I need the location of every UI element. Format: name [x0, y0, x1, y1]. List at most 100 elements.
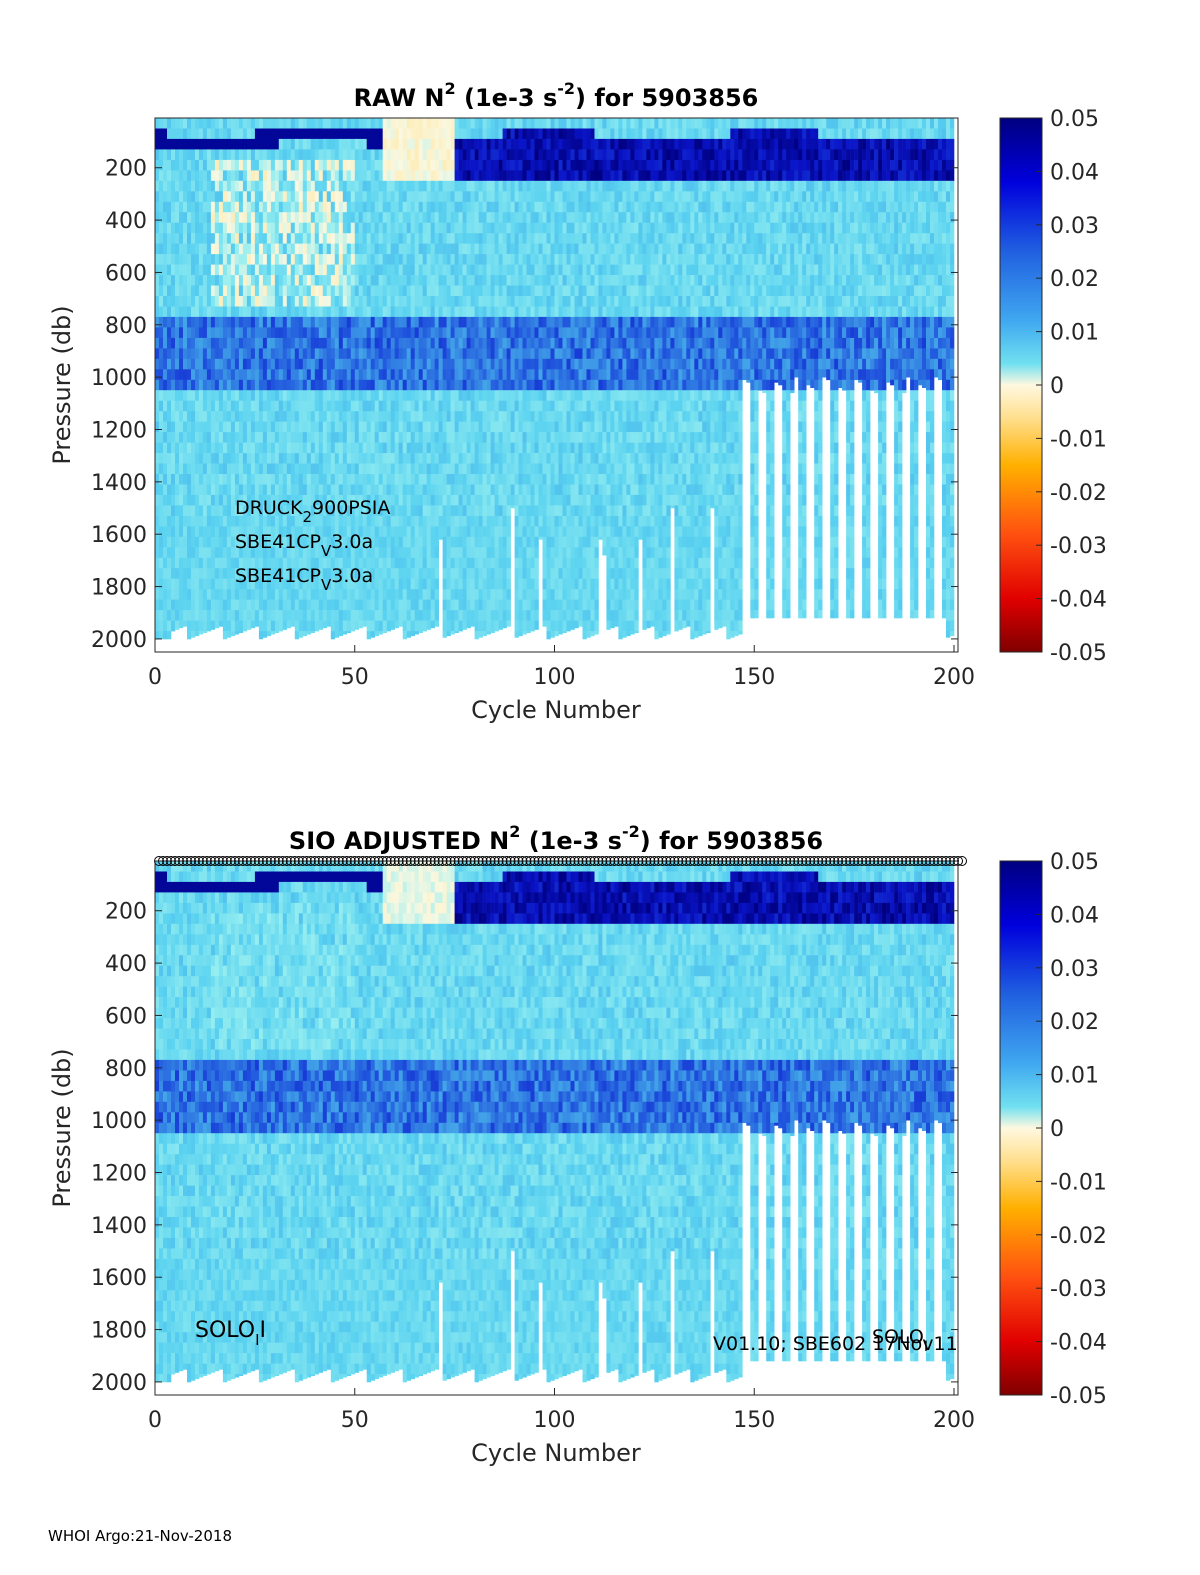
heatmap-cell	[394, 432, 399, 443]
heatmap-cell	[334, 484, 340, 496]
heatmap-cell	[550, 159, 555, 171]
heatmap-cell	[306, 599, 312, 611]
heatmap-cell	[434, 453, 439, 464]
heatmap-cell	[270, 421, 276, 433]
heatmap-cell	[163, 379, 168, 391]
heatmap-cell	[346, 170, 352, 182]
heatmap-cell	[486, 568, 491, 579]
heatmap-cell	[234, 118, 240, 129]
heatmap-cell	[306, 536, 312, 548]
heatmap-cell	[442, 578, 447, 590]
heatmap-cell	[538, 484, 543, 496]
heatmap-cell	[246, 138, 252, 150]
heatmap-cell	[514, 337, 519, 349]
heatmap-cell	[191, 484, 196, 496]
heatmap-cell	[382, 201, 387, 213]
heatmap-cell	[398, 128, 403, 140]
heatmap-cell	[502, 599, 507, 611]
heatmap-cell	[179, 233, 184, 244]
heatmap-cell	[318, 589, 324, 600]
heatmap-cell	[250, 285, 256, 297]
heatmap-cell	[458, 212, 463, 223]
heatmap-cell	[374, 306, 379, 318]
heatmap-cell	[374, 390, 379, 401]
heatmap-cell	[258, 589, 264, 600]
heatmap-cell	[514, 568, 519, 579]
heatmap-cell	[514, 515, 519, 527]
heatmap-cell	[526, 463, 531, 475]
heatmap-cell	[410, 275, 415, 286]
heatmap-cell	[183, 515, 188, 527]
heatmap-cell	[171, 233, 176, 244]
heatmap-cell	[218, 421, 224, 433]
heatmap-cell	[306, 620, 312, 632]
heatmap-cell	[155, 201, 160, 213]
heatmap-cell	[294, 494, 300, 506]
heatmap-cell	[214, 526, 220, 538]
heatmap-cell	[406, 557, 411, 569]
heatmap-cell	[494, 484, 499, 496]
heatmap-cell	[191, 212, 196, 223]
heatmap-cell	[542, 306, 547, 318]
heatmap-cell	[386, 254, 391, 265]
heatmap-cell	[302, 191, 308, 203]
heatmap-cell	[446, 285, 451, 297]
heatmap-cell	[179, 138, 184, 150]
heatmap-cell	[338, 400, 344, 412]
heatmap-cell	[478, 578, 483, 590]
heatmap-cell	[286, 453, 292, 464]
heatmap-cell	[386, 390, 391, 401]
heatmap-cell	[294, 337, 300, 349]
heatmap-cell	[278, 578, 284, 590]
heatmap-cell	[442, 275, 447, 286]
heatmap-cell	[438, 254, 443, 265]
heatmap-cell	[406, 610, 411, 621]
heatmap-cell	[542, 254, 547, 265]
heatmap-cell	[314, 138, 320, 150]
heatmap-cell	[282, 348, 288, 360]
heatmap-cell	[386, 327, 391, 339]
heatmap-cell	[258, 201, 264, 213]
heatmap-cell	[394, 149, 399, 161]
heatmap-cell	[474, 159, 479, 171]
heatmap-cell	[486, 306, 491, 318]
heatmap-cell	[450, 453, 455, 464]
heatmap-cell	[374, 180, 379, 192]
heatmap-cell	[558, 212, 563, 223]
heatmap-cell	[498, 233, 503, 244]
heatmap-cell	[522, 180, 527, 192]
heatmap-cell	[242, 306, 248, 318]
heatmap-cell	[454, 557, 459, 569]
heatmap-cell	[167, 222, 172, 234]
heatmap-cell	[322, 369, 328, 381]
heatmap-cell	[206, 348, 212, 360]
heatmap-cell	[254, 306, 260, 318]
heatmap-cell	[222, 400, 228, 412]
heatmap-cell	[418, 337, 423, 349]
heatmap-cell	[346, 390, 352, 401]
heatmap-cell	[242, 547, 248, 559]
heatmap-cell	[358, 432, 363, 443]
heatmap-cell	[234, 589, 240, 600]
heatmap-cell	[490, 358, 495, 370]
heatmap-cell	[362, 348, 367, 360]
heatmap-cell	[490, 159, 495, 171]
heatmap-cell	[330, 128, 336, 140]
heatmap-cell	[310, 358, 316, 370]
heatmap-cell	[502, 222, 507, 234]
heatmap-cell	[290, 285, 296, 297]
heatmap-cell	[366, 201, 371, 213]
heatmap-cell	[254, 254, 260, 265]
heatmap-cell	[418, 557, 423, 569]
heatmap-cell	[434, 484, 439, 496]
heatmap-cell	[175, 306, 180, 318]
heatmap-cell	[438, 474, 443, 485]
heatmap-cell	[286, 547, 292, 559]
heatmap-cell	[510, 159, 515, 171]
heatmap-cell	[382, 453, 387, 464]
heatmap-cell	[294, 212, 300, 223]
heatmap-cell	[218, 494, 224, 506]
heatmap-cell	[286, 505, 292, 517]
heatmap-cell	[171, 201, 176, 213]
heatmap-cell	[326, 599, 332, 611]
